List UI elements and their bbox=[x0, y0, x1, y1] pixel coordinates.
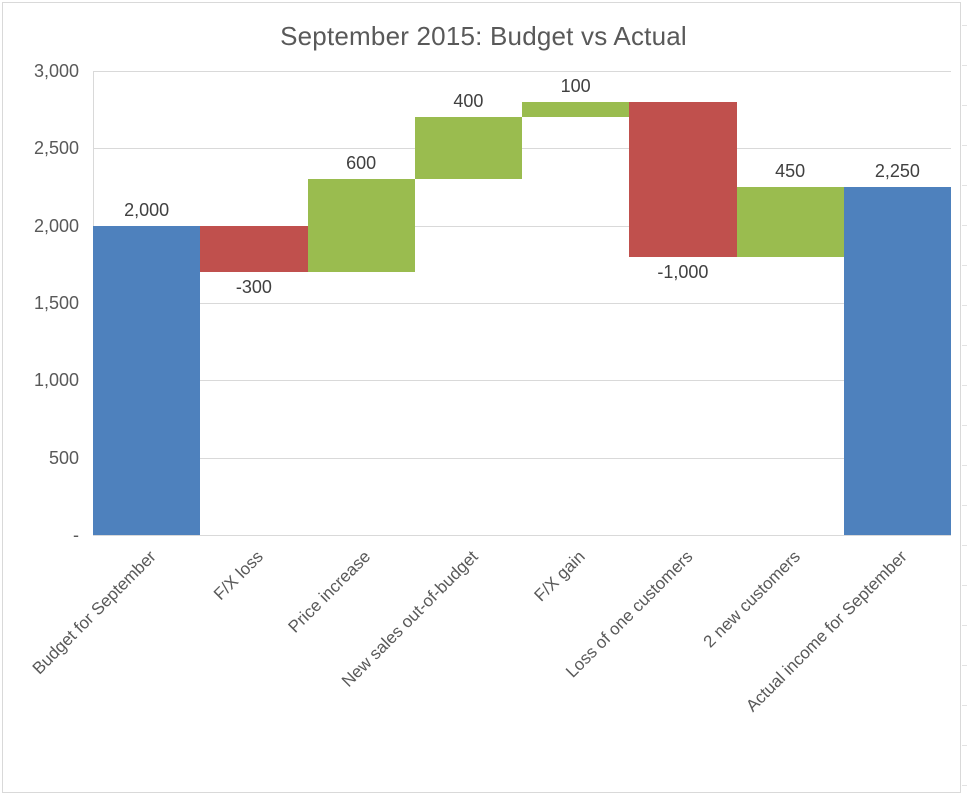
data-label-budget-for-september: 2,000 bbox=[124, 199, 170, 220]
sheet-row-tick bbox=[962, 665, 967, 666]
chart-title: September 2015: Budget vs Actual bbox=[280, 21, 687, 51]
gridline-3000 bbox=[93, 71, 951, 72]
bar-actual-income-for-september bbox=[843, 187, 951, 535]
y-axis-tick-label-1500: 1,500 bbox=[33, 293, 79, 313]
sheet-row-tick bbox=[962, 345, 967, 346]
sheet-row-tick bbox=[962, 745, 967, 746]
sheet-row-tick bbox=[962, 25, 967, 26]
data-label-f-x-loss: -300 bbox=[235, 277, 272, 298]
bar-f-x-loss bbox=[200, 225, 308, 273]
sheet-row-tick bbox=[962, 425, 967, 426]
sheet-row-tick bbox=[962, 705, 967, 706]
data-label-f-x-gain: 100 bbox=[560, 75, 591, 96]
x-axis-label-budget-for-september: Budget for September bbox=[29, 547, 161, 679]
sheet-row-tick bbox=[962, 585, 967, 586]
sheet-row-tick bbox=[962, 265, 967, 266]
sheet-row-tick bbox=[962, 625, 967, 626]
bar-price-increase bbox=[307, 179, 415, 273]
y-axis-tick-label-0: - bbox=[73, 525, 79, 545]
gridline-2000 bbox=[93, 225, 951, 227]
gridline-1000 bbox=[93, 380, 951, 382]
data-label-loss-of-one-customers: -1,000 bbox=[657, 261, 709, 282]
bar-2-new-customers bbox=[736, 187, 844, 257]
y-axis-tick-label-1000: 1,000 bbox=[33, 370, 79, 391]
sheet-row-tick bbox=[962, 105, 967, 106]
bar-loss-of-one-customers bbox=[629, 101, 737, 257]
sheet-row-tick bbox=[962, 225, 967, 226]
sheet-row-tick bbox=[962, 465, 967, 466]
sheet-row-tick bbox=[962, 305, 967, 306]
x-axis-label-price-increase: Price increase bbox=[284, 547, 375, 637]
sheet-row-tick bbox=[962, 505, 967, 506]
y-axis-tick-label-2500: 2,500 bbox=[33, 138, 79, 159]
bar-f-x-gain bbox=[522, 101, 630, 118]
y-axis-tick-label-500: 500 bbox=[48, 447, 79, 468]
x-axis-label-f-x-loss: F/X loss bbox=[210, 547, 268, 604]
x-axis-label-2-new-customers: 2 new customers bbox=[699, 547, 804, 652]
bar-budget-for-september bbox=[93, 225, 201, 535]
sheet-row-tick bbox=[962, 145, 967, 146]
y-axis-tick-label-2000: 2,000 bbox=[33, 215, 79, 236]
bar-new-sales-out-of-budget bbox=[414, 117, 522, 180]
x-axis-label-f-x-gain: F/X gain bbox=[530, 547, 590, 606]
sheet-row-tick bbox=[962, 65, 967, 66]
data-label-actual-income-for-september: 2,250 bbox=[874, 161, 920, 181]
data-label-price-increase: 600 bbox=[346, 153, 377, 174]
sheet-row-tick bbox=[962, 185, 967, 186]
gridline-2500 bbox=[93, 148, 951, 150]
gridline-1500 bbox=[93, 303, 951, 304]
gridline-0 bbox=[93, 535, 951, 536]
data-label-2-new-customers: 450 bbox=[775, 161, 806, 181]
sheet-row-tick bbox=[962, 785, 967, 786]
gridline-500 bbox=[93, 457, 951, 459]
y-axis-tick-label-3000: 3,000 bbox=[33, 61, 79, 81]
sheet-row-tick bbox=[962, 545, 967, 546]
data-label-new-sales-out-of-budget: 400 bbox=[453, 91, 484, 112]
sheet-row-tick bbox=[962, 385, 967, 386]
